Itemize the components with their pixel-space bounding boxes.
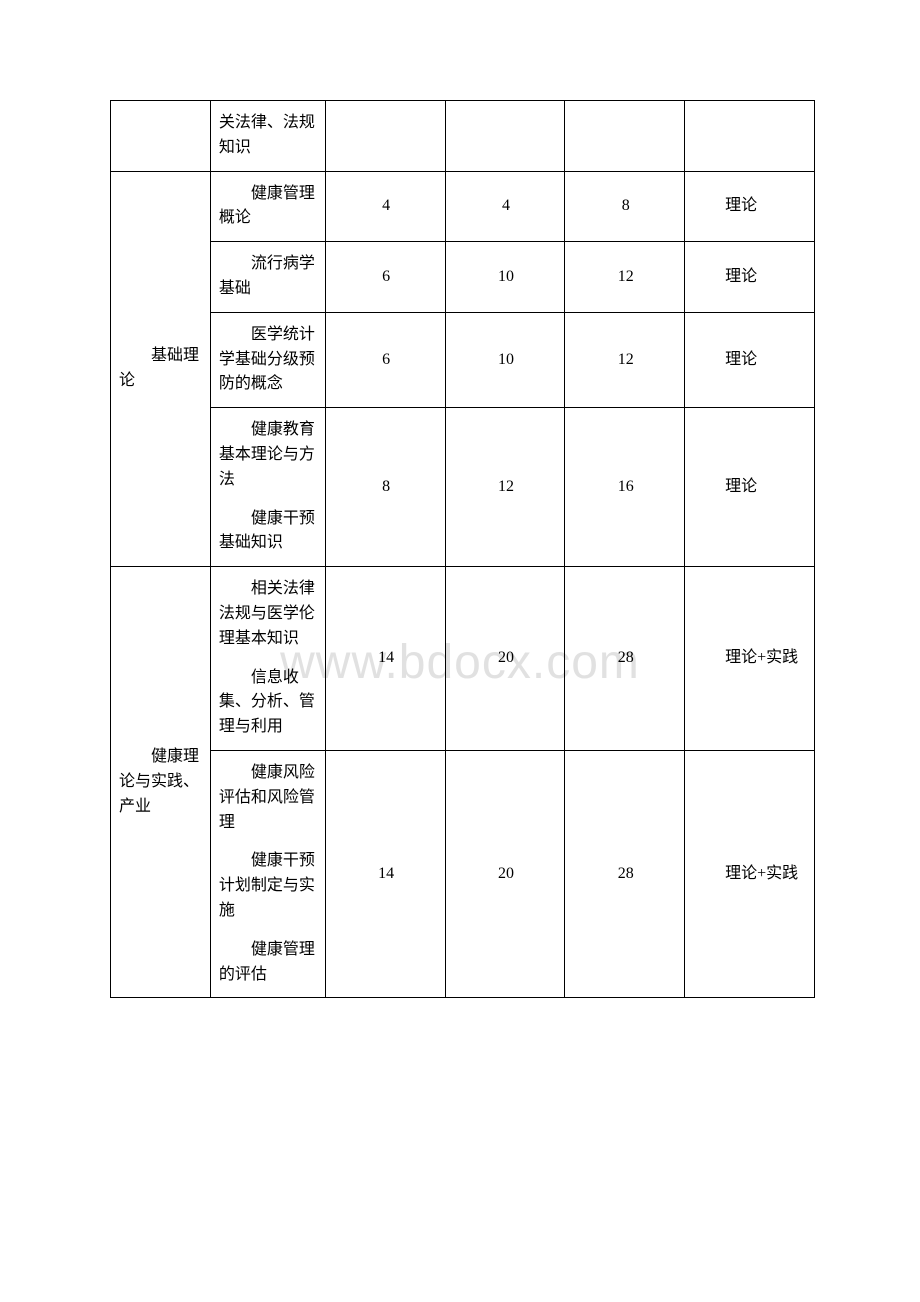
cell-val3: 16 — [565, 408, 685, 567]
cell-topic: 健康教育基本理论与方法 健康干预基础知识 — [210, 408, 325, 567]
cell-val2: 10 — [445, 242, 565, 313]
cell-type: 理论 — [685, 242, 815, 313]
cell-val2: 12 — [445, 408, 565, 567]
table-row: 流行病学基础 6 10 12 理论 — [111, 242, 815, 313]
table-row: 医学统计学基础分级预防的概念 6 10 12 理论 — [111, 312, 815, 407]
cell-topic: 健康风险评估和风险管理 健康干预计划制定与实施 健康管理的评估 — [210, 750, 325, 997]
table-row: 健康理论与实践、产业 相关法律法规与医学伦理基本知识 信息收集、分析、管理与利用… — [111, 567, 815, 751]
cell-val2: 20 — [445, 567, 565, 751]
cell-val3: 12 — [565, 242, 685, 313]
cell-val1: 4 — [325, 171, 445, 242]
cell-val1: 8 — [325, 408, 445, 567]
cell-topic: 医学统计学基础分级预防的概念 — [210, 312, 325, 407]
table-row: 健康教育基本理论与方法 健康干预基础知识 8 12 16 理论 — [111, 408, 815, 567]
cell-val2: 10 — [445, 312, 565, 407]
cell-category: 基础理论 — [111, 171, 211, 567]
cell-topic: 关法律、法规知识 — [210, 101, 325, 172]
cell-val3: 8 — [565, 171, 685, 242]
cell-type: 理论 — [685, 312, 815, 407]
cell-val2 — [445, 101, 565, 172]
cell-val1 — [325, 101, 445, 172]
cell-val2: 20 — [445, 750, 565, 997]
cell-type — [685, 101, 815, 172]
cell-val3: 28 — [565, 750, 685, 997]
cell-type: 理论+实践 — [685, 750, 815, 997]
cell-val3: 12 — [565, 312, 685, 407]
table-row: 健康风险评估和风险管理 健康干预计划制定与实施 健康管理的评估 14 20 28… — [111, 750, 815, 997]
cell-category — [111, 101, 211, 172]
cell-val2: 4 — [445, 171, 565, 242]
table-row: 关法律、法规知识 — [111, 101, 815, 172]
cell-type: 理论 — [685, 171, 815, 242]
cell-val3 — [565, 101, 685, 172]
cell-val1: 14 — [325, 750, 445, 997]
table-row: 基础理论 健康管理概论 4 4 8 理论 — [111, 171, 815, 242]
cell-topic: 健康管理概论 — [210, 171, 325, 242]
cell-category: 健康理论与实践、产业 — [111, 567, 211, 998]
cell-val1: 6 — [325, 242, 445, 313]
cell-topic: 流行病学基础 — [210, 242, 325, 313]
cell-topic: 相关法律法规与医学伦理基本知识 信息收集、分析、管理与利用 — [210, 567, 325, 751]
curriculum-table: 关法律、法规知识 基础理论 健康管理概论 4 4 8 理论 流行病学基础 6 1… — [110, 100, 815, 998]
cell-val1: 6 — [325, 312, 445, 407]
cell-type: 理论 — [685, 408, 815, 567]
cell-val3: 28 — [565, 567, 685, 751]
cell-val1: 14 — [325, 567, 445, 751]
cell-type: 理论+实践 — [685, 567, 815, 751]
